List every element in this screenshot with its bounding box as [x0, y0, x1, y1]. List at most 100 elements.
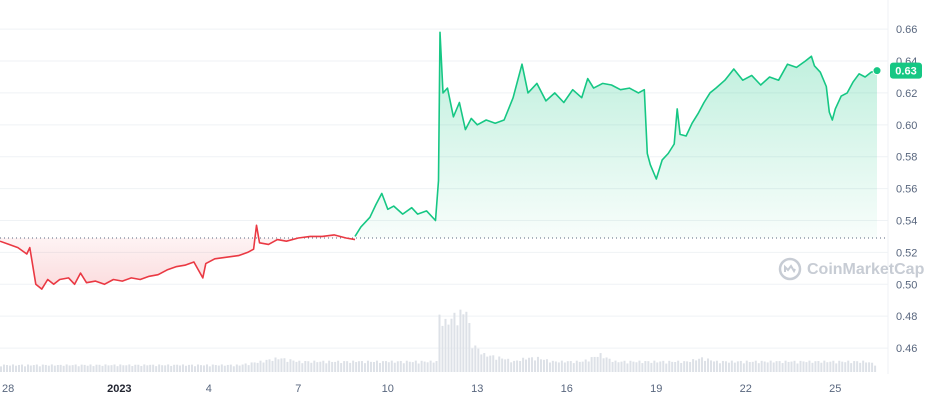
volume-bar: [426, 362, 429, 372]
volume-bar: [12, 364, 14, 372]
volume-bar: [343, 361, 346, 372]
volume-bar: [686, 361, 689, 372]
volume-bar: [396, 361, 399, 372]
volume-bar: [608, 358, 611, 372]
volume-bar: [644, 361, 647, 372]
volume-bar: [29, 365, 32, 372]
volume-bar: [459, 309, 462, 372]
volume-bar: [456, 325, 459, 372]
volume-bar: [578, 361, 581, 372]
coinmarketcap-logo-icon: [778, 257, 802, 281]
volume-bar: [551, 360, 554, 372]
y-tick-label: 0.54: [896, 216, 917, 228]
volume-bar: [104, 364, 107, 372]
volume-bar: [724, 361, 727, 372]
x-tick-label: 16: [561, 383, 573, 395]
volume-bar: [313, 360, 316, 372]
volume-bar: [587, 361, 590, 372]
volume-bar: [465, 311, 468, 372]
volume-bar: [447, 324, 450, 372]
x-tick-label: 13: [471, 383, 483, 395]
volume-bar: [369, 361, 372, 372]
volume-bar: [405, 360, 408, 372]
volume-bar: [214, 365, 217, 372]
volume-bar: [859, 362, 862, 372]
volume-bar: [808, 360, 811, 372]
volume-bar: [74, 364, 77, 372]
volume-bar: [641, 363, 644, 372]
x-tick-label: 4: [206, 383, 212, 395]
volume-bar: [501, 358, 504, 372]
volume-bar: [596, 356, 599, 372]
volume-bar: [423, 361, 426, 372]
volume-bar: [310, 362, 313, 372]
volume-bar: [86, 365, 89, 372]
y-tick-label: 0.46: [896, 343, 917, 355]
volume-bar: [477, 348, 480, 372]
volume-bar: [292, 360, 295, 372]
volume-bar: [471, 348, 474, 372]
x-tick-label: 2023: [107, 383, 131, 395]
volume-bar: [232, 366, 235, 372]
volume-bar: [739, 360, 742, 372]
volume-bar: [56, 365, 59, 372]
y-tick-label: 0.66: [896, 24, 917, 36]
volume-bar: [820, 362, 823, 372]
volume-bar: [143, 364, 146, 372]
volume-bar: [375, 360, 378, 372]
volume-bar: [277, 359, 280, 372]
logo-mark-icon: [784, 264, 796, 274]
volume-bar: [304, 361, 307, 372]
volume-bar: [432, 362, 435, 372]
volume-bar: [462, 314, 465, 372]
volume-bar: [173, 364, 176, 372]
volume-bar: [196, 364, 199, 372]
price-line-red: [0, 224, 356, 290]
volume-bar: [199, 365, 202, 372]
volume-bar: [110, 365, 113, 372]
volume-bar: [715, 360, 718, 372]
volume-bar: [817, 361, 820, 372]
volume-bar: [668, 360, 671, 372]
volume-bar: [656, 362, 659, 372]
volume-bar: [548, 362, 551, 372]
volume-bar: [745, 360, 748, 372]
volume-bar: [226, 364, 229, 372]
volume-bar: [853, 361, 856, 372]
volume-bar: [44, 364, 47, 372]
volume-bar: [581, 361, 584, 372]
volume-bar: [778, 361, 781, 372]
volume-bar: [707, 358, 710, 372]
volume-bar: [140, 365, 143, 372]
volume-bar: [525, 359, 528, 372]
volume-bar: [865, 362, 868, 372]
volume-bar: [149, 364, 152, 372]
volume-bar: [602, 358, 605, 372]
current-price-label: 0.63: [895, 66, 916, 78]
volume-bar: [328, 360, 331, 372]
y-tick-label: 0.52: [896, 247, 917, 259]
x-tick-label: 28: [2, 383, 14, 395]
volume-bar: [536, 356, 539, 372]
volume-bar: [223, 365, 226, 372]
volume-bar: [238, 365, 241, 372]
volume-bar: [83, 364, 86, 372]
volume-bar: [414, 360, 417, 372]
volume-bar: [417, 363, 420, 372]
volume-bar: [363, 363, 366, 372]
volume-bar: [483, 353, 486, 372]
volume-bar: [229, 364, 232, 372]
volume-bar: [253, 362, 256, 372]
volume-bar: [772, 362, 775, 372]
volume-bar: [167, 364, 170, 372]
price-lines: [0, 31, 878, 290]
volume-bar: [289, 359, 292, 372]
volume-bar: [316, 362, 319, 372]
volume-bar: [92, 366, 95, 372]
volume-bar: [357, 361, 360, 372]
volume-bar: [0, 366, 2, 372]
volume-bar: [340, 363, 343, 372]
volume-bar: [98, 364, 101, 372]
volume-bar: [814, 361, 817, 372]
area-fills: [0, 32, 877, 290]
